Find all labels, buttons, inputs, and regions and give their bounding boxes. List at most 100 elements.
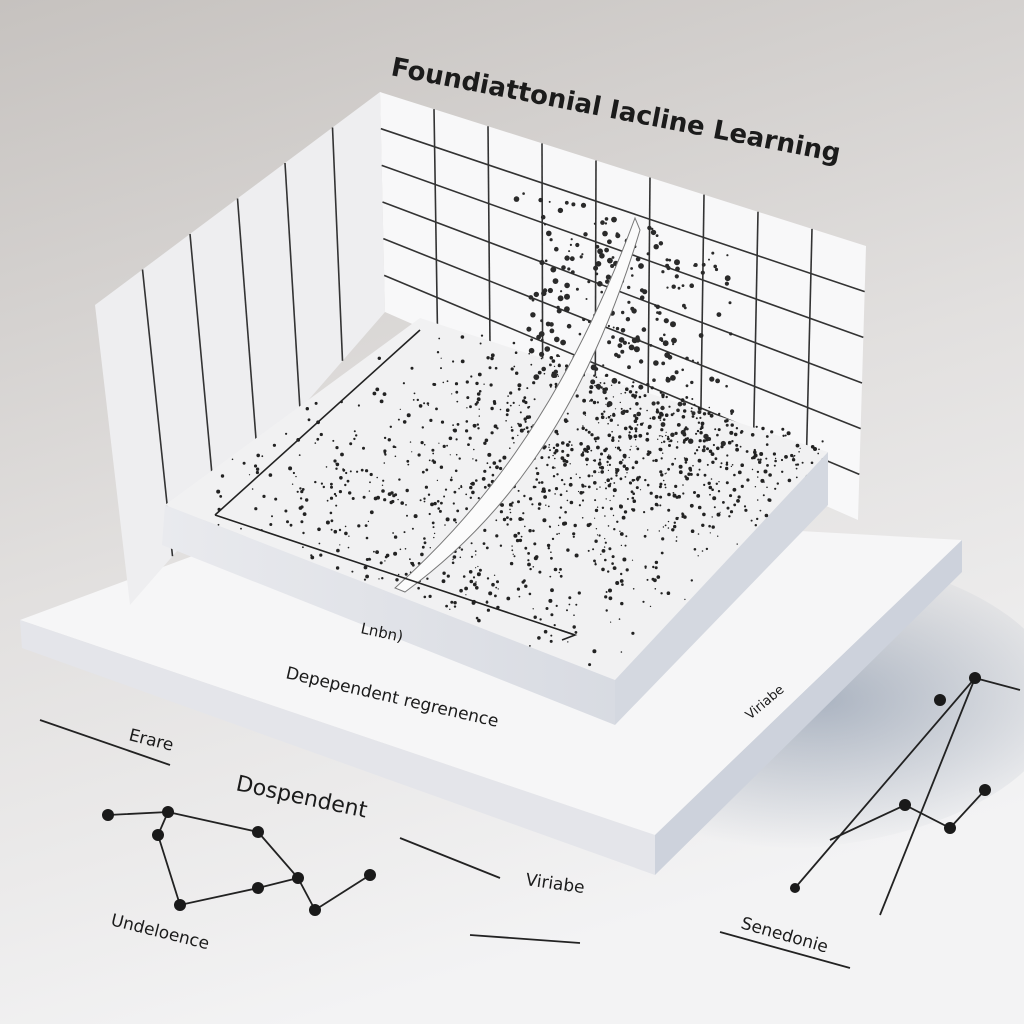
dot	[810, 445, 815, 449]
dot	[616, 520, 619, 523]
dot	[604, 247, 609, 253]
dot	[483, 528, 487, 533]
dot	[455, 438, 458, 441]
dot	[595, 272, 599, 276]
dot	[567, 267, 571, 271]
dot	[470, 375, 473, 378]
dot	[663, 440, 666, 443]
dot	[557, 207, 564, 214]
dot	[325, 520, 330, 525]
dot	[632, 492, 635, 496]
dot	[470, 482, 472, 485]
dot	[242, 461, 246, 465]
dot	[514, 351, 518, 355]
dot	[620, 651, 623, 653]
dot	[494, 594, 497, 598]
dot	[381, 577, 384, 580]
dot	[563, 483, 566, 486]
base-front	[20, 620, 655, 875]
dot	[698, 446, 700, 449]
dot	[660, 435, 662, 437]
dot	[404, 548, 407, 550]
dot	[474, 550, 477, 552]
dot	[780, 458, 784, 462]
dot	[665, 431, 667, 433]
dot	[618, 618, 621, 620]
dot	[424, 485, 428, 489]
dot	[643, 534, 647, 538]
dot	[427, 493, 431, 496]
dot	[681, 415, 686, 419]
dot	[592, 459, 595, 462]
dot	[666, 437, 670, 441]
dot	[695, 432, 698, 435]
dot	[357, 404, 360, 407]
dot	[523, 579, 526, 583]
dot	[628, 390, 633, 394]
dot	[627, 342, 631, 345]
dot	[495, 534, 499, 538]
dot	[479, 342, 482, 345]
dot	[220, 474, 225, 478]
dot	[620, 572, 623, 576]
dot	[402, 420, 407, 424]
dot	[719, 511, 721, 513]
dot	[460, 335, 465, 339]
dot	[550, 634, 553, 637]
dot	[710, 452, 715, 456]
dot	[405, 488, 409, 493]
dot	[533, 291, 539, 298]
dot	[625, 409, 629, 413]
dot	[716, 433, 719, 437]
dot	[750, 433, 755, 437]
dot	[538, 502, 542, 506]
dot	[696, 494, 701, 498]
dot	[606, 455, 611, 459]
dot	[446, 574, 450, 578]
dot	[559, 568, 562, 571]
dot	[568, 596, 572, 600]
dot	[585, 428, 588, 432]
dot	[607, 239, 612, 245]
dot	[634, 416, 639, 421]
dot	[513, 196, 520, 202]
dot	[423, 595, 427, 599]
dot	[456, 400, 459, 403]
dot	[369, 472, 373, 477]
dot	[549, 238, 553, 242]
dot	[499, 510, 503, 514]
dot	[452, 360, 455, 363]
dot	[628, 344, 635, 351]
dot	[378, 578, 380, 580]
dot	[317, 527, 321, 532]
dot	[256, 453, 261, 458]
dot	[344, 525, 347, 528]
dot	[784, 455, 788, 459]
dot	[612, 326, 615, 329]
dot	[353, 430, 356, 433]
dot	[684, 457, 689, 462]
dot	[551, 372, 557, 378]
dot	[801, 461, 804, 464]
dot	[554, 429, 559, 434]
dot	[472, 423, 477, 428]
dot	[727, 440, 732, 445]
dot	[587, 485, 591, 489]
dot	[572, 532, 576, 536]
dot	[629, 448, 631, 451]
dot	[609, 418, 613, 422]
dot	[569, 477, 573, 480]
dot	[688, 438, 694, 444]
dot	[449, 608, 451, 610]
dot	[634, 427, 638, 431]
dot	[314, 442, 317, 444]
dot	[653, 360, 659, 366]
dot	[389, 425, 392, 428]
dot	[254, 507, 258, 511]
dot	[726, 454, 729, 457]
dot	[452, 424, 454, 426]
dot	[552, 454, 554, 457]
dot	[716, 312, 722, 317]
dot	[513, 533, 518, 538]
dot	[652, 459, 655, 462]
